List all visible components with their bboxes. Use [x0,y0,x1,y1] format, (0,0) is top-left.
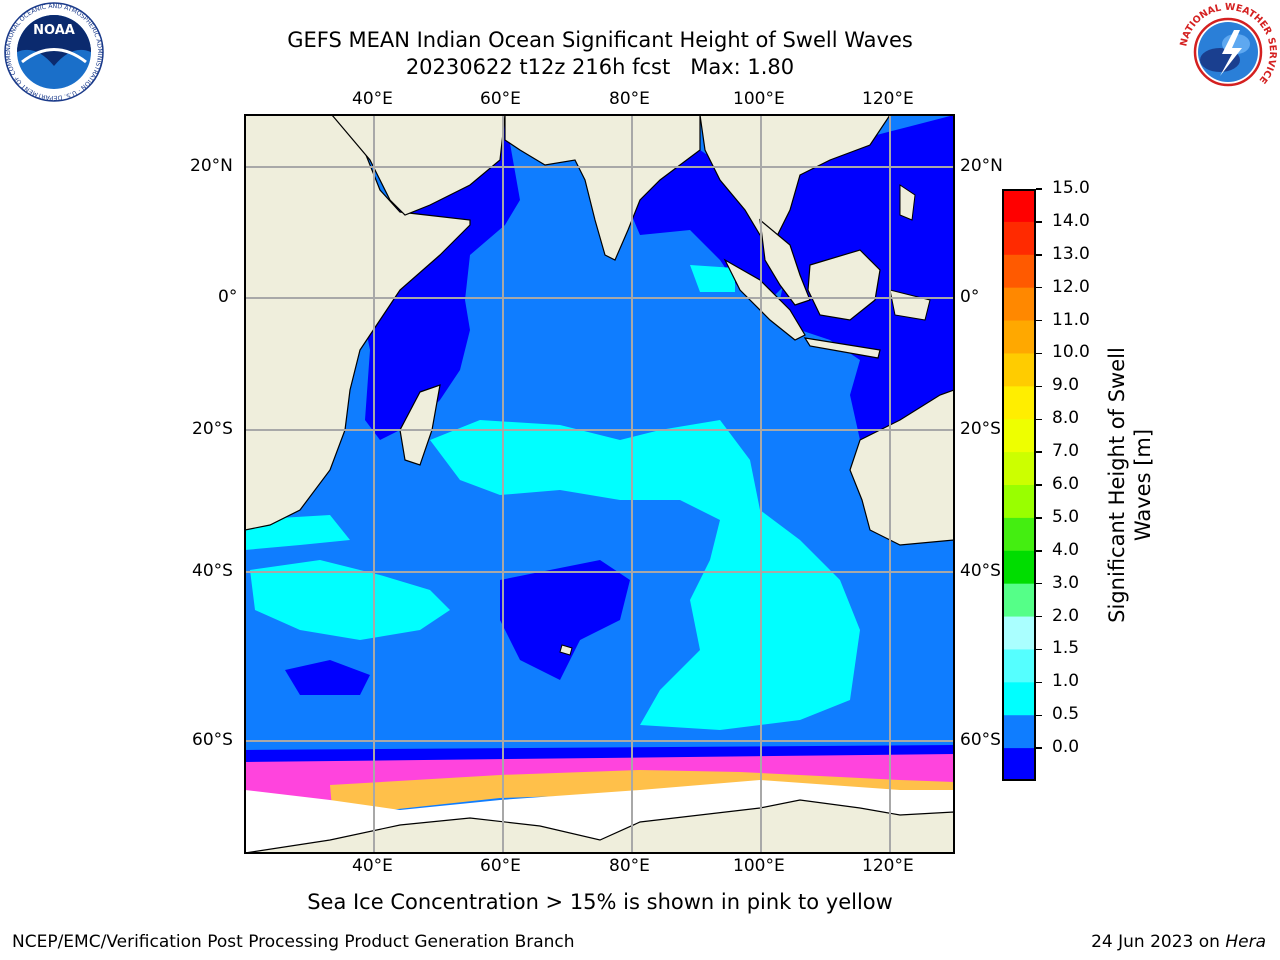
lon-tick-top: 40°E [352,89,393,109]
colorbar-segment [1002,353,1036,387]
colorbar-tick-mark [1036,484,1042,486]
colorbar-segment [1002,485,1036,519]
colorbar-label: Significant Height of Swell Waves [m] [1105,347,1155,623]
lon-tick-bottom: 100°E [733,856,785,876]
colorbar-tick-mark [1036,648,1042,651]
lon-tick-top: 100°E [733,89,785,109]
chart-subtitle: 20230622 t12z 216h fcst Max: 1.80 [405,55,795,79]
colorbar-tick-label: 1.0 [1052,671,1080,692]
sumatra-land [723,258,806,341]
colorbar-segment [1002,452,1036,486]
colorbar-segment [1002,419,1036,453]
colorbar-tick-label: 8.0 [1052,408,1080,429]
colorbar-tick-label: 15.0 [1052,178,1090,198]
lon-tick-bottom: 40°E [352,856,393,876]
chart-title: GEFS MEAN Indian Ocean Significant Heigh… [287,28,913,52]
india-land [504,115,701,261]
colorbar-tick-mark [1036,319,1042,322]
africa-land [245,115,471,531]
colorbar-tick-mark [1036,550,1042,552]
colorbar-tick-mark [1036,352,1042,355]
colorbar-segment [1002,715,1036,749]
lat-tick-right: 20°N [960,156,1003,176]
lon-tick-top: 80°E [609,89,650,109]
lat-tick-right: 60°S [960,730,1001,750]
colorbar-segment [1002,682,1036,716]
colorbar-tick-mark [1036,451,1042,453]
antarctica-land [245,799,954,853]
lat-tick-right: 0° [960,287,980,307]
colorbar-tick-mark [1036,286,1042,289]
lat-tick-right: 40°S [960,561,1001,581]
colorbar-segment [1002,550,1036,585]
colorbar-segment [1002,254,1036,289]
colorbar-segment [1002,649,1036,683]
lat-tick-left: 20°S [192,419,233,439]
colorbar-tick-label: 1.5 [1052,638,1080,659]
colorbar-segment [1002,583,1036,618]
colorbar-tick-label: 10.0 [1052,342,1090,363]
lon-tick-bottom: 60°E [480,856,521,876]
lat-tick-left: 20°N [190,156,233,176]
lat-tick-left: 60°S [192,730,233,750]
colorbar-segment [1002,320,1036,354]
colorbar-tick-label: 12.0 [1052,276,1090,297]
colorbar-segment [1002,386,1036,420]
colorbar [1002,189,1036,781]
colorbar-segment [1002,287,1036,322]
lat-tick-left: 0° [218,287,238,307]
colorbar-tick-label: 6.0 [1052,474,1080,494]
footer-date: 24 Jun 2023 on Hera [1091,932,1266,952]
colorbar-tick-label: 4.0 [1052,539,1080,560]
colorbar-tick-mark [1036,221,1042,223]
colorbar-tick-label: 0.0 [1052,737,1080,758]
colorbar-tick-label: 14.0 [1052,210,1090,231]
colorbar-segment [1002,616,1036,650]
colorbar-tick-label: 7.0 [1052,441,1080,462]
southeast-asia-land [699,115,891,241]
lon-tick-top: 60°E [480,89,521,109]
colorbar-segment [1002,189,1036,223]
australia-land [849,389,954,546]
colorbar-tick-mark [1036,418,1042,420]
colorbar-tick-label: 0.5 [1052,704,1080,725]
nws-logo: NATIONAL WEATHER SERVICE [1178,2,1278,101]
lon-tick-bottom: 120°E [862,856,914,876]
colorbar-tick-mark [1036,714,1042,716]
lon-tick-top: 120°E [862,89,914,109]
footer-host: Hera [1225,932,1266,952]
lon-tick-bottom: 80°E [609,856,650,876]
colorbar-tick-label: 2.0 [1052,605,1080,626]
lat-tick-left: 40°S [192,561,233,581]
colorbar-tick-mark [1036,517,1042,519]
map-frame [244,114,955,854]
colorbar-tick-mark [1036,385,1042,388]
footer-credit: NCEP/EMC/Verification Post Processing Pr… [12,932,575,952]
noaa-logo: NATIONAL OCEANIC AND ATMOSPHERIC ADMINIS… [2,2,104,102]
map-gridlines [245,115,954,853]
colorbar-tick-mark [1036,582,1042,585]
colorbar-tick-label: 13.0 [1052,243,1090,264]
colorbar-tick-mark [1036,747,1042,749]
footer-date-text: 24 Jun 2023 on [1091,932,1226,952]
colorbar-tick-label: 9.0 [1052,375,1080,396]
colorbar-tick-label: 5.0 [1052,506,1080,527]
colorbar-segment [1002,221,1036,256]
colorbar-tick-mark [1036,615,1042,618]
colorbar-segment [1002,748,1036,781]
colorbar-tick-mark [1036,681,1042,684]
colorbar-frame [1002,189,1036,781]
colorbar-segment [1002,517,1036,552]
colorbar-tick-mark [1036,254,1042,256]
sea-ice-caption: Sea Ice Concentration > 15% is shown in … [307,890,893,914]
noaa-label: NOAA [33,23,75,38]
lat-tick-right: 20°S [960,419,1001,439]
borneo-land [807,249,881,321]
colorbar-tick-label: 11.0 [1052,309,1090,330]
colorbar-tick-label: 3.0 [1052,572,1080,593]
colorbar-tick-mark [1036,188,1042,190]
